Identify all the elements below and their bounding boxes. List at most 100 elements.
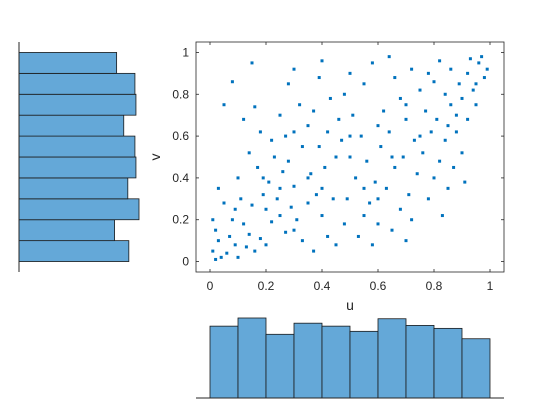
scatter-point <box>289 205 293 209</box>
scatter-point <box>401 155 405 159</box>
scatter-point <box>477 61 481 65</box>
scatter-point <box>270 220 274 224</box>
scatter-point <box>446 124 450 128</box>
scatter-point <box>454 113 458 117</box>
scatter-point <box>317 76 321 80</box>
scatter-point <box>410 67 414 71</box>
scatter-point <box>219 255 223 259</box>
scatter-point <box>292 130 296 134</box>
scatter-point <box>471 88 475 92</box>
histogram-v-bar <box>18 177 129 200</box>
scatter-point <box>474 103 478 107</box>
y-tick-label: 0.6 <box>172 129 189 143</box>
scatter-point <box>345 197 349 201</box>
scatter-point <box>334 243 338 247</box>
histogram-v <box>18 42 140 272</box>
scatter-point <box>443 138 447 142</box>
scatter-point <box>354 176 358 180</box>
scatter-point <box>323 165 327 169</box>
scatter-point <box>247 232 251 236</box>
histogram-u-bar <box>433 327 463 399</box>
scatter-point <box>295 218 299 222</box>
scatter-point <box>376 197 380 201</box>
scatter-point <box>334 155 338 159</box>
scatter-point <box>387 130 391 134</box>
scatter-point <box>466 71 470 75</box>
scatter-point <box>438 59 442 63</box>
scatter-point <box>452 165 456 169</box>
scatter-point <box>438 159 442 163</box>
scatter-point <box>326 234 330 238</box>
scatter-point <box>233 243 237 247</box>
histogram-u-bar <box>377 318 407 399</box>
scatter-point <box>373 180 377 184</box>
scatter-point <box>314 193 318 197</box>
scatter-point <box>292 67 296 71</box>
scatter-point <box>337 117 341 121</box>
scatter-point <box>362 82 366 86</box>
scatter-point <box>474 82 478 86</box>
scatter-point <box>306 124 310 128</box>
scatter-point <box>320 214 324 218</box>
scatter-point <box>250 61 254 65</box>
scatter-point <box>236 176 240 180</box>
y-tick-label: 1 <box>182 45 189 59</box>
scatter-point <box>404 103 408 107</box>
scatter-point <box>424 109 428 113</box>
scatter-point <box>480 55 484 59</box>
scatter-point <box>286 82 290 86</box>
scatter-point <box>230 80 234 84</box>
x-tick-label: 0.4 <box>314 279 331 293</box>
scatter-point <box>460 96 464 100</box>
histogram-u-bar <box>349 330 379 399</box>
scatter-point <box>463 180 467 184</box>
scatter-point <box>404 117 408 121</box>
x-axis-label: u <box>346 297 354 313</box>
scatter-point <box>435 117 439 121</box>
scatter-point <box>300 145 304 149</box>
scatter-point <box>270 138 274 142</box>
x-tick-label: 1 <box>487 279 494 293</box>
scatter-point <box>309 172 313 176</box>
histogram-u-bar <box>321 325 351 399</box>
scatter-point <box>292 184 296 188</box>
scatter-point <box>306 201 310 205</box>
scatter-point <box>225 251 229 255</box>
scatter-point <box>387 55 391 59</box>
scatter-point <box>407 193 411 197</box>
scatter-point <box>393 165 397 169</box>
scatter-point <box>272 155 276 159</box>
scatter-point <box>415 172 419 176</box>
scatter-point <box>264 207 268 211</box>
scatter-point <box>440 214 444 218</box>
scatter-point <box>331 197 335 201</box>
histogram-u-bar <box>461 338 491 399</box>
scatter-point <box>267 180 271 184</box>
scatter-point <box>370 61 374 65</box>
scatter-point <box>432 176 436 180</box>
scatter-point <box>348 134 352 138</box>
scatter-point <box>429 130 433 134</box>
scatter-point <box>370 243 374 247</box>
scatter-point <box>292 228 296 232</box>
scatter-point <box>253 249 257 253</box>
scatter-point <box>250 203 254 207</box>
scatter-point <box>460 151 464 155</box>
scatter-point <box>443 92 447 96</box>
scatter-point <box>348 71 352 75</box>
scatter-point <box>454 130 458 134</box>
scatter-point <box>426 71 430 75</box>
scatter-point <box>216 186 220 190</box>
scatter-point <box>418 134 422 138</box>
scatter-point <box>398 96 402 100</box>
scatter-point <box>376 222 380 226</box>
scatter-point <box>351 113 355 117</box>
y-tick-label: 0.2 <box>172 213 189 227</box>
scatter-point <box>368 201 372 205</box>
scatter-point <box>379 145 383 149</box>
scatter-point <box>236 255 240 259</box>
x-axis-ticks: 0 0.2 0.4 0.6 0.8 1 <box>207 42 494 293</box>
scatter-point <box>261 193 265 197</box>
histogram-v-bar <box>18 240 130 262</box>
